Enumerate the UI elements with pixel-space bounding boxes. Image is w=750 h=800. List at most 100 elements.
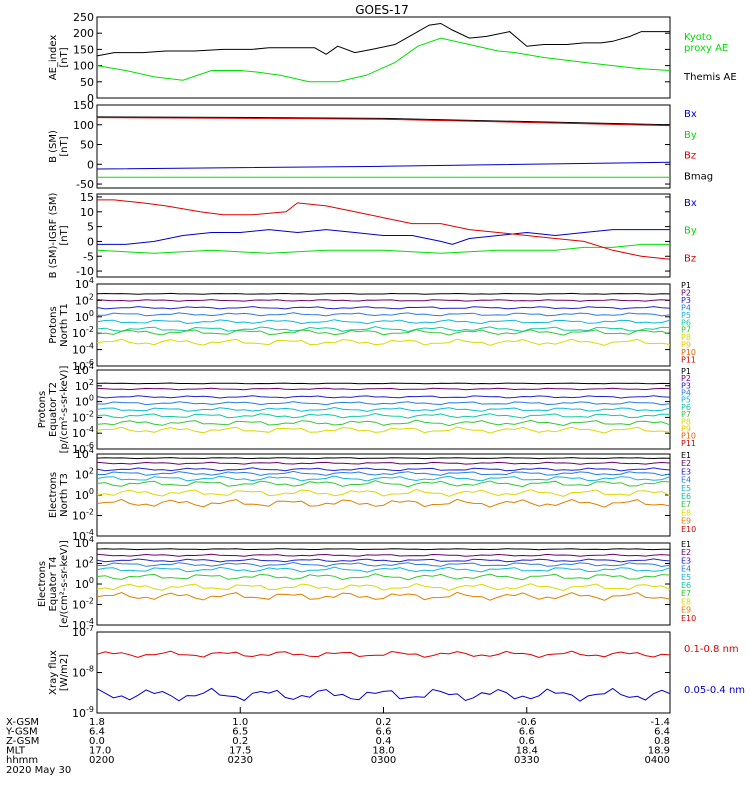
- series-line-bz: [96, 117, 671, 127]
- legend-item: By: [684, 226, 697, 237]
- series-line-p7: [96, 419, 671, 427]
- y-axis-label: AE_index[nT]: [48, 35, 70, 81]
- legend-item: P10: [681, 348, 696, 357]
- y-tick-label: 100: [73, 119, 94, 132]
- series-line-e1: [96, 548, 670, 551]
- x-row-value: 0330: [514, 755, 539, 766]
- panel-frame: [96, 193, 671, 278]
- series-line-bx: [96, 161, 671, 170]
- series-line-by: [96, 243, 670, 254]
- x-row-value: -1.4: [650, 717, 670, 728]
- y-tick-label: 10-4: [72, 425, 94, 440]
- x-row-label: X-GSM: [6, 717, 39, 728]
- x-row-label: hhmm: [6, 755, 38, 766]
- series-line-bx: [97, 229, 670, 245]
- legend-item: E5: [681, 573, 691, 582]
- panel-digrf: -10 -5 05 10 15 B (SM)-IGRF (SM)[nT] Bx By Bz: [48, 191, 697, 278]
- y-axis-label: ProtonsEquator T2[p/(cm²-s-sr-keV)]: [37, 366, 70, 454]
- legend-item: P4: [681, 389, 691, 398]
- series-line-bz: [97, 199, 671, 260]
- legend-item: P2: [681, 374, 691, 383]
- legend-item: E2: [681, 548, 691, 557]
- y-tick-label: 150: [73, 43, 94, 56]
- x-row-value: 6.4: [89, 727, 105, 738]
- x-row-value: 17.5: [229, 746, 251, 757]
- legend-item: E9: [681, 606, 691, 615]
- x-row-value: 0.2: [232, 736, 248, 747]
- legend-item: P3: [681, 381, 691, 390]
- x-row-value: 0.8: [654, 736, 670, 747]
- legend-item: E8: [681, 508, 691, 517]
- legend-item: Bmag: [684, 171, 713, 182]
- y-tick-label: 10-2: [72, 325, 94, 340]
- series-line-e6: [96, 573, 671, 581]
- legend-item: 0.05-0.4 nm: [684, 685, 745, 696]
- y-tick-label: 104: [75, 276, 94, 291]
- series-line-e3: [96, 558, 671, 563]
- y-tick-label: 10-2: [72, 409, 94, 424]
- legend-item: Bz: [684, 151, 696, 162]
- panel-frame: [96, 104, 671, 189]
- x-row-label: Z-GSM: [6, 736, 39, 747]
- series-line-p7: [96, 329, 671, 336]
- x-row-value: -0.6: [517, 717, 537, 728]
- legend-item: P9: [681, 341, 691, 350]
- x-row-value: 1.8: [89, 717, 105, 728]
- y-tick-label: 104: [75, 446, 94, 461]
- legend-item: P1: [681, 367, 691, 376]
- y-tick-label: -10: [76, 265, 94, 278]
- series-line-e4: [96, 561, 671, 568]
- legend-item: P5: [681, 396, 691, 405]
- series-line-e8: [96, 591, 671, 601]
- series-line-themis-ae: [96, 22, 670, 57]
- y-tick-label: 250: [73, 11, 94, 24]
- x-row-value: 0230: [228, 755, 253, 766]
- legend-item: Kyoto: [684, 32, 712, 43]
- panel-bsm: -50 0 50 100 150 B (SM)[nT] Bx By Bz Bmag: [48, 99, 713, 191]
- y-tick-label: 0: [87, 235, 94, 248]
- legend-item: Bz: [684, 253, 696, 264]
- legend-item: E9: [681, 517, 691, 526]
- legend-item: P4: [681, 303, 691, 312]
- series-line-e2: [96, 461, 671, 465]
- legend-item: Themis AE: [683, 72, 737, 83]
- series-line-e6: [96, 480, 671, 488]
- series-line-p2: [96, 299, 671, 302]
- series-line-p6: [96, 412, 671, 419]
- legend-item: P6: [681, 318, 691, 327]
- legend-item: P10: [681, 432, 696, 441]
- series-line-kyoto-proxy-ae: [96, 37, 671, 83]
- panel-frame: [96, 283, 671, 367]
- series-line-p3: [96, 395, 671, 399]
- y-tick-label: 102: [75, 556, 94, 571]
- legend-item: P9: [681, 424, 691, 433]
- legend-item: Bx: [684, 109, 697, 120]
- legend-item: E4: [681, 565, 691, 574]
- legend-item: P11: [681, 439, 696, 448]
- series-line-e7: [96, 488, 671, 497]
- legend-item: E5: [681, 484, 691, 493]
- y-tick-label: -50: [76, 178, 94, 191]
- y-tick-label: 102: [75, 292, 94, 307]
- legend-item: E10: [681, 525, 696, 534]
- series-line-e4: [97, 470, 671, 476]
- legend-item: E7: [681, 589, 691, 598]
- x-row-value: 6.6: [376, 727, 392, 738]
- series-line-e8: [96, 498, 671, 508]
- plot-title: GOES-17: [355, 3, 409, 17]
- y-tick-label: -5: [83, 250, 94, 263]
- panel-frame: [96, 631, 671, 714]
- legend-item: P8: [681, 417, 691, 426]
- series-line-0.1-0.8-nm: [96, 650, 671, 659]
- y-tick-label: 100: [75, 487, 94, 502]
- date-label: 2020 May 30: [6, 765, 71, 776]
- y-tick-label: 15: [80, 191, 94, 204]
- series-line-p8: [96, 426, 671, 434]
- legend-item: P2: [681, 288, 691, 297]
- legend-item: E8: [681, 597, 691, 606]
- series-line-e5: [96, 566, 671, 573]
